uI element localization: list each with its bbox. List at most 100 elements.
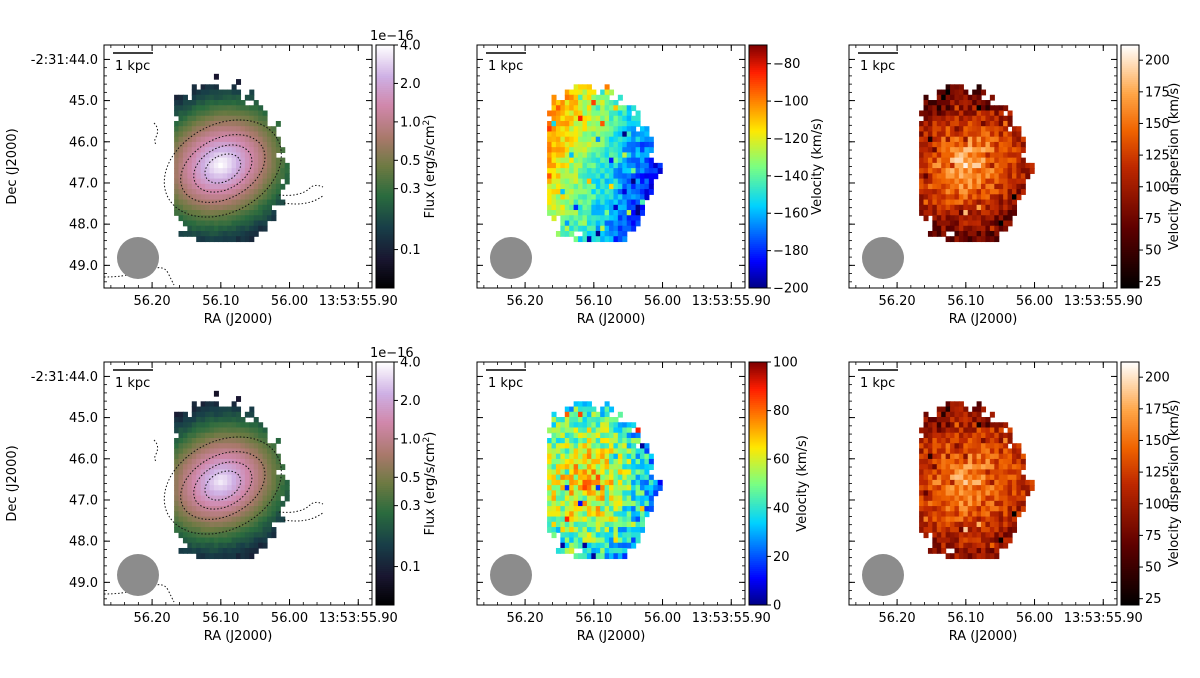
map-pixel: [600, 236, 606, 243]
map-pixel: [622, 553, 628, 560]
colorbar-segment: [376, 101, 394, 105]
map-pixel: [560, 126, 566, 133]
map-pixel: [182, 110, 188, 117]
colorbar-segment: [749, 182, 767, 186]
map-pixel: [218, 411, 224, 418]
map-pixel: [244, 485, 250, 491]
map-pixel: [963, 105, 969, 112]
map-pixel: [950, 495, 956, 502]
map-pixel: [600, 453, 606, 460]
map-pixel: [945, 406, 951, 413]
colorbar-segment: [376, 445, 394, 448]
map-pixel: [604, 220, 610, 227]
map-pixel: [1011, 189, 1018, 195]
map-pixel: [945, 105, 951, 112]
map-pixel: [923, 469, 929, 476]
map-pixel: [249, 527, 255, 533]
map-pixel: [923, 215, 929, 222]
map-pixel: [244, 432, 250, 439]
map-pixel: [222, 422, 228, 429]
map-pixel: [998, 448, 1004, 455]
map-pixel: [582, 527, 588, 533]
map-pixel: [927, 126, 933, 133]
colorbar-segment: [749, 521, 767, 525]
map-pixel: [963, 469, 969, 476]
map-pixel: [609, 547, 615, 554]
map-pixel: [227, 411, 233, 418]
map-pixel: [196, 189, 202, 195]
map-pixel: [205, 189, 211, 195]
map-pixel: [932, 516, 938, 523]
map-pixel: [994, 136, 1000, 143]
map-pixel: [989, 215, 995, 222]
map-pixel: [209, 131, 215, 138]
map-pixel: [976, 225, 982, 232]
ra-tick-label: 56.00: [271, 611, 308, 626]
map-pixel: [604, 553, 610, 560]
map-pixel: [609, 110, 615, 117]
colorbar-segment: [376, 511, 394, 515]
map-pixel: [617, 469, 623, 476]
map-pixel: [258, 500, 264, 507]
map-pixel: [178, 521, 184, 528]
colorbar-segment: [749, 103, 767, 107]
map-pixel: [600, 474, 606, 481]
map-pixel: [604, 162, 610, 169]
map-pixel: [1003, 511, 1009, 518]
map-pixel: [958, 147, 964, 154]
map-pixel: [551, 141, 557, 148]
map-pixel: [648, 500, 654, 507]
map-pixel: [253, 189, 259, 195]
map-pixel: [626, 110, 632, 117]
dec-tick-label: -2:31:44.0: [31, 370, 98, 385]
map-pixel: [205, 422, 211, 429]
map-pixel: [648, 479, 654, 486]
map-pixel: [985, 485, 991, 491]
map-pixel: [253, 443, 259, 450]
map-pixel: [182, 511, 188, 518]
map-pixel: [209, 225, 215, 232]
map-pixel: [244, 521, 250, 528]
map-pixel: [236, 469, 242, 476]
map-pixel: [644, 194, 650, 201]
colorbar-segment: [749, 362, 767, 365]
map-pixel: [560, 485, 566, 491]
map-pixel: [923, 147, 929, 154]
map-pixel: [191, 84, 197, 91]
map-pixel: [227, 183, 233, 190]
colorbar-tick-label: −140: [773, 169, 809, 184]
map-pixel: [573, 511, 579, 518]
map-pixel: [231, 448, 237, 455]
map-pixel: [648, 178, 654, 185]
map-pixel: [196, 458, 202, 465]
map-pixel: [981, 152, 987, 159]
map-pixel: [1003, 183, 1009, 190]
map-pixel: [923, 485, 929, 491]
map-pixel: [613, 157, 619, 164]
colorbar-segment: [749, 105, 767, 109]
map-pixel: [985, 432, 991, 439]
colorbar-segment: [749, 598, 767, 602]
map-pixel: [555, 199, 561, 206]
map-pixel: [945, 236, 951, 243]
map-pixel: [582, 157, 588, 164]
map-image: [919, 84, 1035, 243]
map-pixel: [648, 506, 654, 512]
map-pixel: [209, 495, 215, 502]
map-pixel: [258, 131, 264, 138]
map-pixel: [945, 474, 951, 481]
map-pixel: [967, 485, 973, 491]
map-pixel: [182, 162, 188, 169]
map-pixel: [573, 521, 579, 528]
map-pixel: [271, 141, 277, 148]
map-pixel: [958, 199, 964, 206]
map-pixel: [644, 443, 650, 450]
colorbar-segment: [749, 558, 767, 561]
map-pixel: [236, 474, 242, 481]
map-pixel: [648, 485, 654, 491]
map-pixel: [1003, 474, 1009, 481]
map-pixel: [622, 220, 628, 227]
map-pixel: [609, 225, 615, 232]
map-pixel: [985, 178, 991, 185]
